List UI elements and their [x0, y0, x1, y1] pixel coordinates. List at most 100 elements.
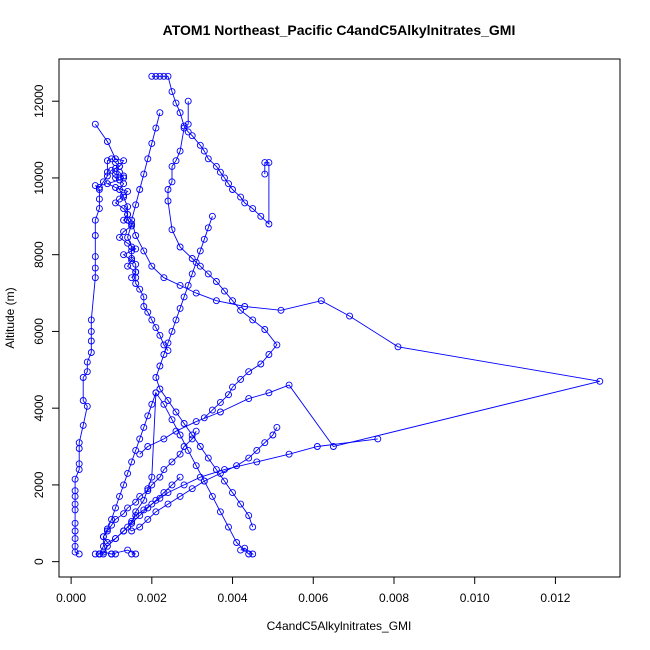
data-point	[172, 157, 180, 165]
data-point	[152, 496, 160, 504]
data-point	[112, 504, 119, 512]
data-point	[184, 120, 192, 128]
series-line-7	[95, 392, 157, 555]
data-point	[188, 435, 196, 443]
data-point	[168, 458, 176, 466]
data-point	[91, 264, 99, 272]
data-point	[204, 454, 212, 462]
data-point	[124, 504, 132, 512]
data-point	[148, 473, 156, 481]
data-point	[71, 500, 79, 508]
y-tick-label: 12000	[32, 84, 46, 118]
data-point	[120, 205, 128, 213]
data-point	[99, 550, 107, 558]
data-point	[237, 193, 245, 201]
data-point	[192, 258, 200, 266]
data-point	[156, 385, 164, 393]
data-point	[273, 341, 281, 349]
data-point	[91, 182, 99, 190]
y-tick-label: 8000	[32, 241, 46, 268]
data-point	[112, 155, 119, 163]
data-point	[128, 220, 136, 228]
data-point	[229, 489, 236, 497]
data-point	[144, 443, 152, 450]
data-point	[124, 203, 132, 211]
data-point	[71, 542, 79, 550]
data-point	[140, 496, 148, 504]
data-point	[168, 88, 176, 96]
data-point	[249, 316, 257, 324]
chart-title: ATOM1 Northeast_Pacific C4andC5Alkylnitr…	[163, 22, 516, 38]
data-point	[87, 316, 95, 324]
data-point	[265, 351, 273, 358]
data-point	[168, 327, 176, 335]
data-point	[71, 535, 79, 543]
data-point	[75, 439, 83, 447]
data-point	[136, 450, 144, 458]
data-point	[245, 550, 253, 558]
data-point	[212, 278, 220, 285]
data-point	[124, 187, 132, 195]
x-tick-label: 0.006	[298, 591, 328, 605]
data-point	[160, 341, 168, 349]
data-point	[204, 270, 212, 278]
data-point	[200, 147, 208, 155]
data-point	[245, 512, 253, 520]
data-point	[152, 374, 160, 381]
data-point	[120, 157, 128, 165]
data-point	[156, 473, 164, 481]
data-point	[257, 212, 265, 220]
data-point	[144, 504, 152, 512]
data-point	[95, 186, 103, 193]
data-point	[313, 443, 321, 450]
data-point	[112, 199, 119, 207]
data-point	[257, 360, 265, 368]
data-point	[269, 431, 277, 439]
data-point	[128, 256, 136, 264]
data-point	[112, 515, 119, 523]
data-point	[120, 193, 128, 201]
data-point	[212, 162, 220, 170]
data-point	[152, 389, 160, 397]
data-point	[188, 431, 196, 439]
data-point	[180, 124, 188, 132]
data-point	[144, 155, 152, 163]
data-point	[112, 535, 119, 543]
data-point	[172, 427, 180, 435]
data-point	[120, 180, 128, 188]
data-point	[176, 109, 184, 117]
y-tick-label: 0	[32, 558, 46, 565]
data-point	[112, 170, 119, 178]
data-point	[176, 450, 184, 458]
data-point	[116, 492, 123, 500]
data-point	[176, 304, 184, 312]
x-tick-label: 0.004	[218, 591, 248, 605]
data-point	[128, 274, 136, 282]
data-point	[164, 197, 172, 205]
data-point	[184, 446, 192, 454]
data-point	[241, 303, 249, 310]
data-point	[83, 358, 91, 366]
y-tick-label: 10000	[32, 161, 46, 195]
data-point	[168, 162, 176, 170]
data-point	[212, 297, 220, 305]
data-point	[192, 427, 200, 435]
data-point	[112, 174, 119, 182]
data-point	[124, 469, 132, 477]
data-point	[152, 508, 160, 516]
data-point	[221, 477, 228, 485]
y-axis-label: Altitude (m)	[3, 287, 17, 348]
data-point	[132, 508, 140, 516]
data-point	[71, 475, 79, 483]
data-point	[128, 550, 136, 558]
data-point	[200, 235, 208, 243]
data-point	[212, 466, 220, 474]
data-point	[208, 212, 216, 220]
data-point	[208, 492, 216, 500]
data-point	[261, 439, 269, 447]
data-point	[124, 546, 132, 554]
data-point	[245, 368, 253, 376]
data-point	[184, 128, 192, 136]
data-point	[120, 527, 128, 535]
